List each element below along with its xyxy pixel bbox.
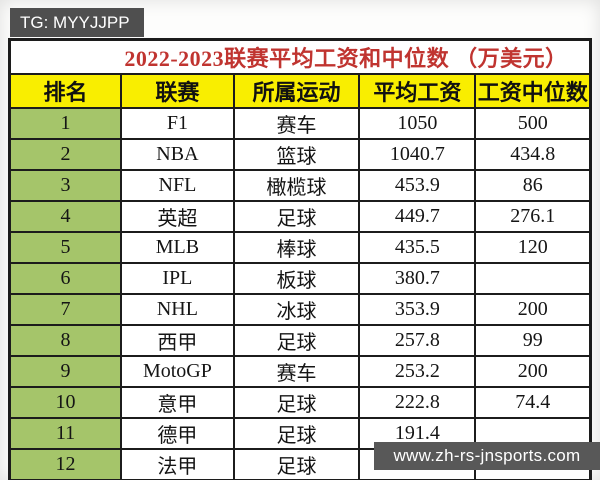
cell-sport: 冰球: [232, 293, 361, 326]
table-row: 6 IPL 板球 380.7: [8, 262, 592, 295]
cell-league: F1: [120, 107, 235, 140]
cell-league: IPL: [120, 262, 235, 295]
table-row: 3 NFL 橄榄球 453.9 86: [8, 169, 592, 202]
cell-average-salary: 257.8: [358, 324, 477, 357]
cell-median-salary: 434.8: [474, 138, 592, 171]
cell-average-salary: 353.9: [358, 293, 477, 326]
table-row: 2 NBA 篮球 1040.7 434.8: [8, 138, 592, 171]
column-header-sport: 所属运动: [232, 73, 361, 109]
cell-rank: 4: [8, 200, 123, 233]
table-row: 1 F1 赛车 1050 500: [8, 107, 592, 140]
cell-average-salary: 253.2: [358, 355, 477, 388]
cell-league: 西甲: [120, 324, 235, 357]
cell-sport: 赛车: [232, 107, 361, 140]
cell-league: MLB: [120, 231, 235, 264]
cell-sport: 足球: [232, 200, 361, 233]
cell-median-salary: [474, 262, 592, 295]
table-row: 4 英超 足球 449.7 276.1: [8, 200, 592, 233]
cell-rank: 2: [8, 138, 123, 171]
cell-league: NHL: [120, 293, 235, 326]
cell-average-salary: 435.5: [358, 231, 477, 264]
cell-average-salary: 222.8: [358, 386, 477, 419]
website-watermark: www.zh-rs-jnsports.com: [374, 442, 600, 470]
cell-average-salary: 449.7: [358, 200, 477, 233]
telegram-badge: TG: MYYJJPP: [10, 8, 144, 37]
table-body: 1 F1 赛车 1050 500 2 NBA 篮球 1040.7 434.8 3 NFL 橄榄球 453.…: [8, 107, 592, 480]
table-row: 5 MLB 棒球 435.5 120: [8, 231, 592, 264]
table-head: 2022-2023联赛平均工资和中位数 （万美元） 排名 联赛 所属运动 平均工…: [8, 38, 592, 109]
cell-league: 英超: [120, 200, 235, 233]
cell-rank: 8: [8, 324, 123, 357]
cell-average-salary: 380.7: [358, 262, 477, 295]
table-row: 10 意甲 足球 222.8 74.4: [8, 386, 592, 419]
cell-median-salary: 86: [474, 169, 592, 202]
cell-median-salary: 99: [474, 324, 592, 357]
table-title: 2022-2023联赛平均工资和中位数 （万美元）: [8, 38, 592, 75]
cell-average-salary: 453.9: [358, 169, 477, 202]
cell-league: 意甲: [120, 386, 235, 419]
cell-rank: 11: [8, 417, 123, 450]
cell-rank: 1: [8, 107, 123, 140]
cell-average-salary: 1050: [358, 107, 477, 140]
cell-sport: 赛车: [232, 355, 361, 388]
salary-table: 2022-2023联赛平均工资和中位数 （万美元） 排名 联赛 所属运动 平均工…: [8, 38, 592, 480]
cell-sport: 篮球: [232, 138, 361, 171]
column-header-average-salary: 平均工资: [358, 73, 477, 109]
cell-median-salary: 200: [474, 293, 592, 326]
table-row: 9 MotoGP 赛车 253.2 200: [8, 355, 592, 388]
table-row: 8 西甲 足球 257.8 99: [8, 324, 592, 357]
cell-sport: 橄榄球: [232, 169, 361, 202]
cell-rank: 10: [8, 386, 123, 419]
column-header-median-salary: 工资中位数: [474, 73, 592, 109]
cell-rank: 5: [8, 231, 123, 264]
cell-sport: 足球: [232, 417, 361, 450]
table-title-row: 2022-2023联赛平均工资和中位数 （万美元）: [8, 38, 592, 75]
table-row: 11 德甲 足球 191.4: [8, 417, 592, 450]
cell-sport: 足球: [232, 324, 361, 357]
cell-league: MotoGP: [120, 355, 235, 388]
cell-average-salary: 1040.7: [358, 138, 477, 171]
cell-rank: 9: [8, 355, 123, 388]
cell-sport: 足球: [232, 386, 361, 419]
cell-median-salary: 500: [474, 107, 592, 140]
column-header-league: 联赛: [120, 73, 235, 109]
cell-rank: 7: [8, 293, 123, 326]
column-header-rank: 排名: [8, 73, 123, 109]
cell-sport: 棒球: [232, 231, 361, 264]
table-header-row: 排名 联赛 所属运动 平均工资 工资中位数: [8, 73, 592, 109]
cell-rank: 3: [8, 169, 123, 202]
cell-league: 法甲: [120, 448, 235, 480]
cell-league: NFL: [120, 169, 235, 202]
cell-league: 德甲: [120, 417, 235, 450]
cell-rank: 6: [8, 262, 123, 295]
cell-sport: 足球: [232, 448, 361, 480]
cell-rank: 12: [8, 448, 123, 480]
cell-median-salary: 200: [474, 355, 592, 388]
cell-median-salary: 74.4: [474, 386, 592, 419]
table-row: 7 NHL 冰球 353.9 200: [8, 293, 592, 326]
cell-median-salary: 120: [474, 231, 592, 264]
cell-league: NBA: [120, 138, 235, 171]
cell-sport: 板球: [232, 262, 361, 295]
cell-median-salary: 276.1: [474, 200, 592, 233]
